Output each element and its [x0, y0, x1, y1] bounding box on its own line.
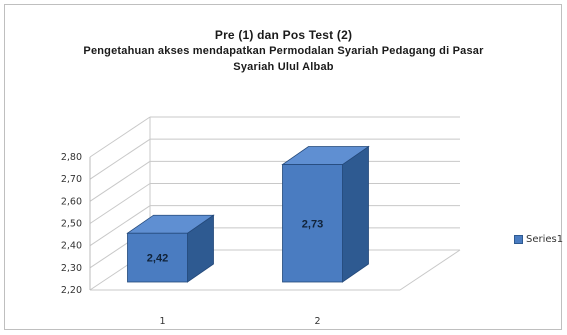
y-tick-label-4: 2,60	[61, 196, 82, 207]
y-tick-label-1: 2,30	[61, 263, 82, 274]
y-tick-label-6: 2,80	[61, 152, 82, 163]
floor-right-edge	[399, 249, 461, 291]
y-tick-label-2: 2,40	[61, 241, 82, 252]
data-label-1: 2,42	[147, 253, 168, 265]
x-tick-label-1: 1	[159, 316, 165, 327]
x-tick-label-2: 2	[314, 316, 320, 327]
gridline-diag-3	[89, 183, 151, 224]
gridline-diag-5	[89, 138, 151, 180]
bar-1	[127, 232, 188, 283]
legend-swatch-series1	[514, 234, 523, 244]
legend-label-series1: Series1	[526, 233, 564, 245]
gridline-diag-4	[89, 160, 151, 202]
bar-side-2	[342, 145, 369, 283]
data-label-2: 2,73	[302, 218, 323, 230]
chart-title: Pre (1) dan Pos Test (2)	[214, 28, 353, 42]
gridline-diag-2	[89, 205, 151, 247]
gridline-diag-6	[89, 116, 151, 158]
chart-subtitle: Pengetahuan akses mendapatkan Permodalan…	[83, 45, 484, 57]
y-tick-label-0: 2,20	[61, 285, 82, 296]
y-tick-label-3: 2,50	[61, 219, 82, 230]
bar-2	[282, 164, 343, 283]
y-tick-label-5: 2,70	[61, 174, 82, 185]
chart-subtitle-2: Syariah Ulul Albab	[233, 61, 334, 73]
legend: Series1	[514, 233, 563, 245]
